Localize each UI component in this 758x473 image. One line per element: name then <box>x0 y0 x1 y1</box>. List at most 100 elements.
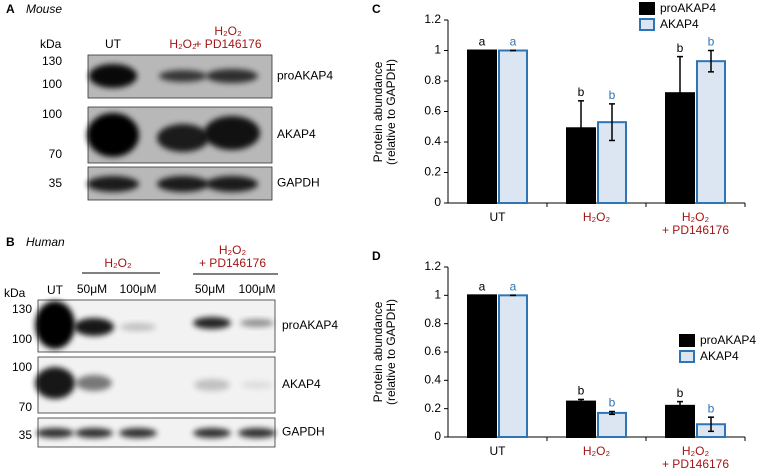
y-tick-label: 0.6 <box>424 104 441 118</box>
dose-label: 100μM <box>239 282 276 296</box>
x-tick-label: H₂O₂ <box>582 210 611 224</box>
lane-label: UT <box>47 283 63 297</box>
blot-band <box>35 367 75 399</box>
legend-swatch <box>679 350 695 363</box>
error-bar <box>677 400 683 411</box>
bar <box>597 411 627 438</box>
bar <box>467 294 497 439</box>
blot-band <box>120 323 156 331</box>
significance-letter: b <box>677 41 684 55</box>
blot-band <box>193 428 231 438</box>
error-bar <box>708 416 714 433</box>
lane-label: UT <box>105 37 121 51</box>
panel-label: C <box>372 2 381 16</box>
blot-band <box>240 319 274 327</box>
panel-label: D <box>372 249 381 263</box>
band-label: GAPDH <box>277 176 320 190</box>
legend-label: proAKAP4 <box>660 1 716 15</box>
significance-letter: a <box>479 35 486 49</box>
lane-label: H₂O₂ <box>169 37 197 51</box>
legend-swatch <box>679 334 695 347</box>
y-tick-label: 0.4 <box>424 373 441 387</box>
significance-letter: b <box>578 85 585 99</box>
marker-label: 100 <box>42 77 62 91</box>
dose-label: 50μM <box>195 282 225 296</box>
significance-letter: b <box>708 35 715 49</box>
blot-band <box>87 176 139 192</box>
significance-letter: b <box>708 401 715 415</box>
marker-label: 130 <box>12 302 32 316</box>
error-bar <box>708 49 714 73</box>
blot-band <box>75 428 113 438</box>
y-tick-label: 1 <box>434 288 441 302</box>
blot-band <box>157 176 209 192</box>
marker-label: 100 <box>42 107 62 121</box>
x-tick-label: H₂O₂ + PD146176 <box>661 444 730 471</box>
significance-letter: a <box>510 35 517 49</box>
error-bar <box>578 398 584 405</box>
band-label: proAKAP4 <box>277 69 333 83</box>
y-tick-label: 0.4 <box>424 134 441 148</box>
y-tick-label: 1.2 <box>424 259 441 273</box>
band-label: AKAP4 <box>282 377 321 391</box>
y-tick-label: 0.6 <box>424 344 441 358</box>
marker-label: 100 <box>12 360 32 374</box>
dose-label: 50μM <box>77 282 107 296</box>
marker-label: 130 <box>42 54 62 68</box>
y-tick-label: 1.2 <box>424 12 441 26</box>
bar <box>498 294 528 439</box>
marker-label: 35 <box>19 428 33 442</box>
marker-label: 70 <box>49 147 63 161</box>
y-tick-label: 0.8 <box>424 316 441 330</box>
y-tick-label: 0.2 <box>424 401 441 415</box>
band-label: proAKAP4 <box>282 318 338 332</box>
x-tick-label: H₂O₂ <box>582 444 611 458</box>
significance-letter: b <box>609 396 616 410</box>
blot-band <box>206 176 258 192</box>
y-axis-label: Protein abundance (relative to GAPDH) <box>371 58 398 165</box>
blot-band <box>159 70 207 82</box>
x-tick-label: H₂O₂ + PD146176 <box>661 210 730 237</box>
legend-swatch <box>639 18 655 31</box>
marker-label: 100 <box>12 332 32 346</box>
band-label: GAPDH <box>282 425 325 439</box>
x-tick-label: UT <box>489 444 506 458</box>
panel-label: B <box>6 235 15 249</box>
lane-label: H₂O₂ <box>104 256 132 270</box>
bar <box>696 60 726 204</box>
blot-band <box>241 381 273 389</box>
blot-band <box>194 379 230 391</box>
significance-letter: b <box>578 384 585 398</box>
y-tick-label: 0 <box>434 429 441 443</box>
significance-letter: a <box>510 280 517 294</box>
blot-band <box>74 318 114 336</box>
error-bar <box>609 103 615 142</box>
blot-band <box>87 113 139 157</box>
marker-label: 35 <box>49 176 63 190</box>
bar <box>467 49 497 204</box>
y-tick-label: 0.8 <box>424 73 441 87</box>
species-label: Mouse <box>26 2 62 16</box>
y-tick-label: 0.2 <box>424 165 441 179</box>
panel-label: A <box>6 2 15 16</box>
blot-band <box>36 428 74 438</box>
legend-label: AKAP4 <box>660 17 699 31</box>
y-tick-label: 0 <box>434 195 441 209</box>
blot-band <box>157 124 209 152</box>
blot-band <box>76 375 112 391</box>
lane-label: H₂O₂ + PD146176 <box>198 243 267 270</box>
kda-label: kDa <box>40 37 62 51</box>
dose-label: 100μM <box>120 282 157 296</box>
significance-letter: a <box>479 280 486 294</box>
error-bar <box>677 55 683 131</box>
blot-band <box>89 64 137 88</box>
legend-swatch <box>639 2 655 15</box>
kda-label: kDa <box>4 286 26 300</box>
blot-band <box>35 301 75 349</box>
x-tick-label: UT <box>489 210 506 224</box>
species-label: Human <box>26 235 65 249</box>
blot-band <box>206 69 258 83</box>
significance-letter: b <box>677 386 684 400</box>
legend-label: AKAP4 <box>700 349 739 363</box>
